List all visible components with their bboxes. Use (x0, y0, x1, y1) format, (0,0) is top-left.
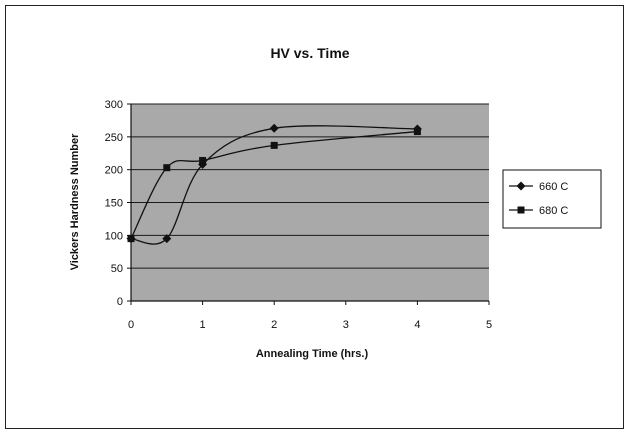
x-tick-label: 3 (343, 319, 349, 331)
x-axis-label: Annealing Time (hrs.) (256, 348, 369, 360)
y-tick-label: 0 (117, 296, 123, 308)
legend-box (502, 169, 602, 229)
x-tick-label: 0 (128, 319, 134, 331)
legend-marker-2 (517, 206, 525, 214)
legend: 660 C 680 C (502, 169, 602, 229)
y-ticks: 0 50 100 150 200 250 300 (105, 99, 131, 308)
y-tick-label: 250 (105, 132, 123, 144)
y-tick-label: 200 (105, 165, 123, 177)
data-point-s1-2 (162, 234, 172, 244)
y-tick-label: 100 (105, 230, 123, 242)
y-tick-label: 150 (105, 198, 123, 210)
y-tick-label: 50 (111, 263, 123, 275)
y-tick-label: 300 (105, 99, 123, 111)
series-line-2 (130, 130, 418, 239)
x-tick-label: 5 (486, 319, 492, 331)
x-tick-label: 1 (200, 319, 206, 331)
data-point-s2-1 (127, 235, 135, 243)
series-lines (130, 125, 418, 245)
y-axis-label: Vickers Hardness Number (69, 133, 81, 270)
legend-label-1: 660 C (539, 181, 568, 193)
series-markers (126, 123, 422, 244)
data-point-s2-2 (163, 164, 171, 172)
x-tick-label: 2 (271, 319, 277, 331)
x-tick-label: 4 (414, 319, 420, 331)
data-point-s1-4 (269, 123, 279, 133)
data-point-s2-3 (199, 156, 207, 164)
chart-title: HV vs. Time (270, 45, 349, 61)
data-point-s2-5 (413, 128, 421, 136)
x-ticks: 0 1 2 3 4 5 (128, 301, 492, 331)
legend-label-2: 680 C (539, 205, 568, 217)
grid-lines (131, 103, 489, 269)
legend-marker-1 (516, 181, 526, 191)
data-point-s2-4 (270, 141, 278, 149)
